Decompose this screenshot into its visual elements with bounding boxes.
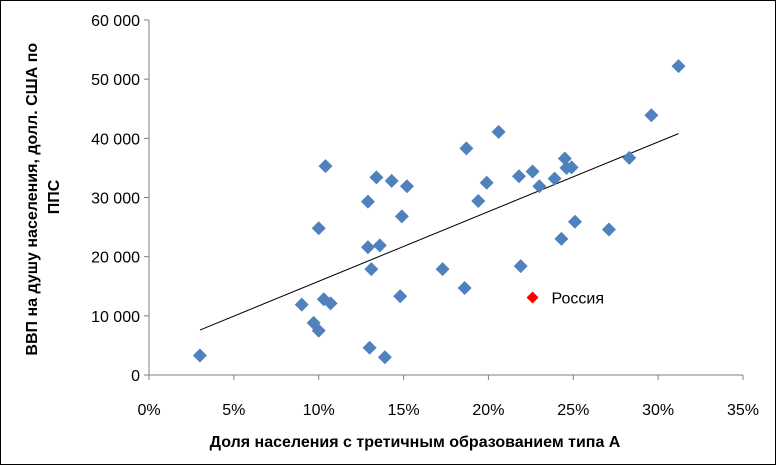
x-tick-label: 30% [642, 402, 674, 419]
data-point [459, 141, 474, 156]
highlight-point [526, 291, 539, 304]
y-ticks: 0 10 000 20 000 30 000 40 000 50 000 60 000 [91, 13, 149, 385]
x-tick-label: 20% [472, 402, 504, 419]
data-point [360, 194, 375, 209]
data-point [435, 262, 450, 277]
data-point [671, 59, 686, 74]
data-point [491, 124, 506, 139]
data-point [601, 222, 616, 237]
data-point [511, 169, 526, 184]
data-point [525, 164, 540, 179]
data-point [318, 159, 333, 174]
y-tick-label: 0 [131, 368, 140, 385]
data-point [554, 231, 569, 246]
y-axis-title-line-2: ППС [46, 179, 63, 214]
data-point [192, 348, 207, 363]
data-point [564, 160, 579, 175]
data-point [622, 150, 637, 165]
x-tick-label: 15% [388, 402, 420, 419]
data-point [532, 179, 547, 194]
y-tick-label: 30 000 [91, 191, 140, 208]
data-point [294, 297, 309, 312]
data-point [644, 108, 659, 123]
data-point [311, 221, 326, 236]
x-tick-label: 25% [557, 402, 589, 419]
data-point [364, 262, 379, 277]
trendline [199, 133, 679, 331]
data-point [399, 179, 414, 194]
data-point [384, 173, 399, 188]
data-point [372, 238, 387, 253]
x-tick-label: 10% [303, 402, 335, 419]
x-tick-label: 35% [727, 402, 759, 419]
y-tick-label: 20 000 [91, 250, 140, 267]
data-point [362, 340, 377, 355]
data-point [323, 296, 338, 311]
data-point [394, 209, 409, 224]
y-tick-label: 60 000 [91, 13, 140, 30]
data-point [369, 170, 384, 185]
data-point [311, 323, 326, 338]
y-tick-label: 10 000 [91, 309, 140, 326]
data-point [360, 240, 375, 255]
highlight-point-group: Россия [526, 290, 604, 307]
y-tick-label: 40 000 [91, 131, 140, 148]
y-tick-label: 50 000 [91, 72, 140, 89]
highlight-label: Россия [552, 290, 604, 307]
axes [148, 20, 743, 376]
data-point [547, 171, 562, 186]
data-points [192, 59, 686, 365]
data-point [479, 175, 494, 190]
x-tick-label: 0% [137, 402, 160, 419]
data-point [557, 151, 572, 166]
x-axis-title: Доля населения с третичным образованием … [210, 434, 621, 451]
x-tick-label: 5% [222, 402, 245, 419]
data-point [471, 194, 486, 209]
data-point [567, 214, 582, 229]
data-point [457, 281, 472, 296]
data-point [377, 350, 392, 365]
y-axis-title: ВВП на душу населения, долл. США по ППС [24, 38, 63, 355]
y-axis-title-line-1: ВВП на душу населения, долл. США по [24, 43, 41, 356]
data-point [393, 289, 408, 304]
x-ticks: 0% 5% 10% 15% 20% 25% 30% 35% [137, 375, 759, 419]
data-point [513, 259, 528, 274]
